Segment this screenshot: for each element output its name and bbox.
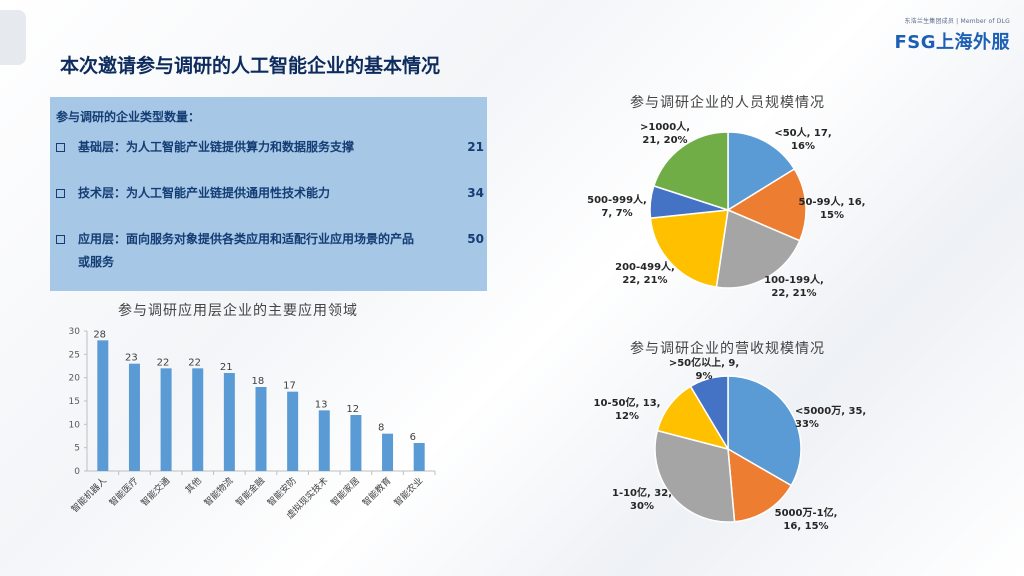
pie-slice-label: 1-10亿, 32, 30% [612,486,672,512]
category-label: 智能交通 [138,475,172,509]
bar-value-label: 22 [157,357,170,368]
bar-value-label: 21 [220,362,233,373]
category-label: 智能安防 [265,475,299,509]
pie-slice-label: 500-999人, 7, 7% [587,193,647,219]
bar-chart: 0 5 10 15 20 25 30 28 智能机器人 23 智能医疗 22 智能交通 22 其他 21 智能物… [69,327,436,521]
y-tick-label: 10 [69,420,81,430]
category-label: 智能医疗 [107,475,141,509]
page-title: 本次邀请参与调研的人工智能企业的基本情况 [60,55,441,77]
type-count: 21 [467,140,484,154]
checkbox-icon [56,189,65,198]
bar [128,363,140,471]
staff-pie-chart: <50人, 17, 16% 50-99人, 16, 15% 100-199人, 22, 2… [587,120,866,299]
bar [382,433,394,471]
bar-value-label: 22 [188,357,201,368]
pie-slice-label: <50人, 17, 16% [774,126,831,152]
bar [287,391,299,471]
y-tick-label: 20 [69,374,81,384]
checkbox-icon [56,235,65,244]
bar-chart-title: 参与调研应用层企业的主要应用领域 [118,303,358,319]
bar [350,415,362,471]
logo-brand: FSG上海外服 [894,32,1010,53]
category-label: 智能教育 [360,475,394,509]
category-label: 智能物流 [202,475,236,509]
bar-value-label: 28 [93,329,106,340]
bar-value-label: 17 [283,381,296,392]
y-tick-label: 15 [69,397,80,407]
type-label: 应用层：面向服务对象提供各类应用和适配行业应用场景的产品或服务 [78,232,415,269]
type-label: 技术层：为人工智能产业链提供通用性技术能力 [78,186,331,200]
bar [160,368,172,471]
pie-slice [727,131,796,212]
staff-pie-title: 参与调研企业的人员规模情况 [630,95,825,111]
pie-slice [727,375,802,487]
pie-slice-label: <5000万, 35, 33% [795,405,866,430]
category-label: 智能机器人 [69,475,109,515]
bar [97,340,109,471]
checkbox-icon [56,143,65,152]
bar [413,443,425,471]
bar [318,410,330,471]
pie-slice-label: >1000人, 21, 20% [640,120,690,146]
pie-slice-label: >50亿以上, 9, 9% [669,356,739,382]
bar [192,368,204,471]
bar-value-label: 23 [125,353,138,364]
y-tick-label: 30 [69,327,81,337]
pie-slice [649,209,729,288]
pie-slice [652,131,729,212]
pie-slice [726,167,807,242]
bar-value-label: 6 [410,432,416,443]
panel-heading: 参与调研的企业类型数量： [56,110,201,124]
pie-slice [727,447,793,523]
bar-value-label: 18 [252,376,265,387]
y-tick-label: 0 [74,467,80,477]
logo: 东浩兰生集团成员 | Member of DLG FSG上海外服 [894,16,1010,54]
pie-slice-label: 100-199人, 22, 21% [764,273,824,299]
pie-slice-label: 5000万-1亿, 16, 15% [775,506,838,532]
y-tick-label: 5 [74,444,80,454]
bar [223,373,235,471]
pie-slice-label: 50-99人, 16, 15% [799,195,866,221]
category-label: 智能金融 [233,475,267,509]
category-label: 其他 [183,475,204,496]
category-label: 智能家居 [328,475,362,509]
bar [255,387,267,471]
pie-slice [715,208,801,289]
type-count: 34 [467,186,484,200]
bar-value-label: 8 [378,423,384,434]
page-tab [0,10,26,65]
bar-value-label: 12 [346,404,359,415]
pie-slice-label: 200-499人, 22, 21% [615,260,675,286]
pie-slice-label: 10-50亿, 13, 12% [594,396,661,422]
y-tick-label: 25 [69,350,80,360]
pie-slice [654,429,736,523]
revenue-pie-chart: <5000万, 35, 33% 5000万-1亿, 16, 15% 1-10亿, 32,… [594,356,867,532]
type-label: 基础层：为人工智能产业链提供算力和数据服务支撑 [78,140,355,154]
company-type-panel: 参与调研的企业类型数量： 基础层：为人工智能产业链提供算力和数据服务支撑 21 … [50,97,487,291]
bar-value-label: 13 [315,399,328,410]
revenue-pie-title: 参与调研企业的营收规模情况 [630,341,825,357]
type-count: 50 [467,232,484,246]
category-label: 智能农业 [391,475,425,509]
pie-slice [689,375,729,452]
logo-tagline: 东浩兰生集团成员 | Member of DLG [904,18,1010,25]
